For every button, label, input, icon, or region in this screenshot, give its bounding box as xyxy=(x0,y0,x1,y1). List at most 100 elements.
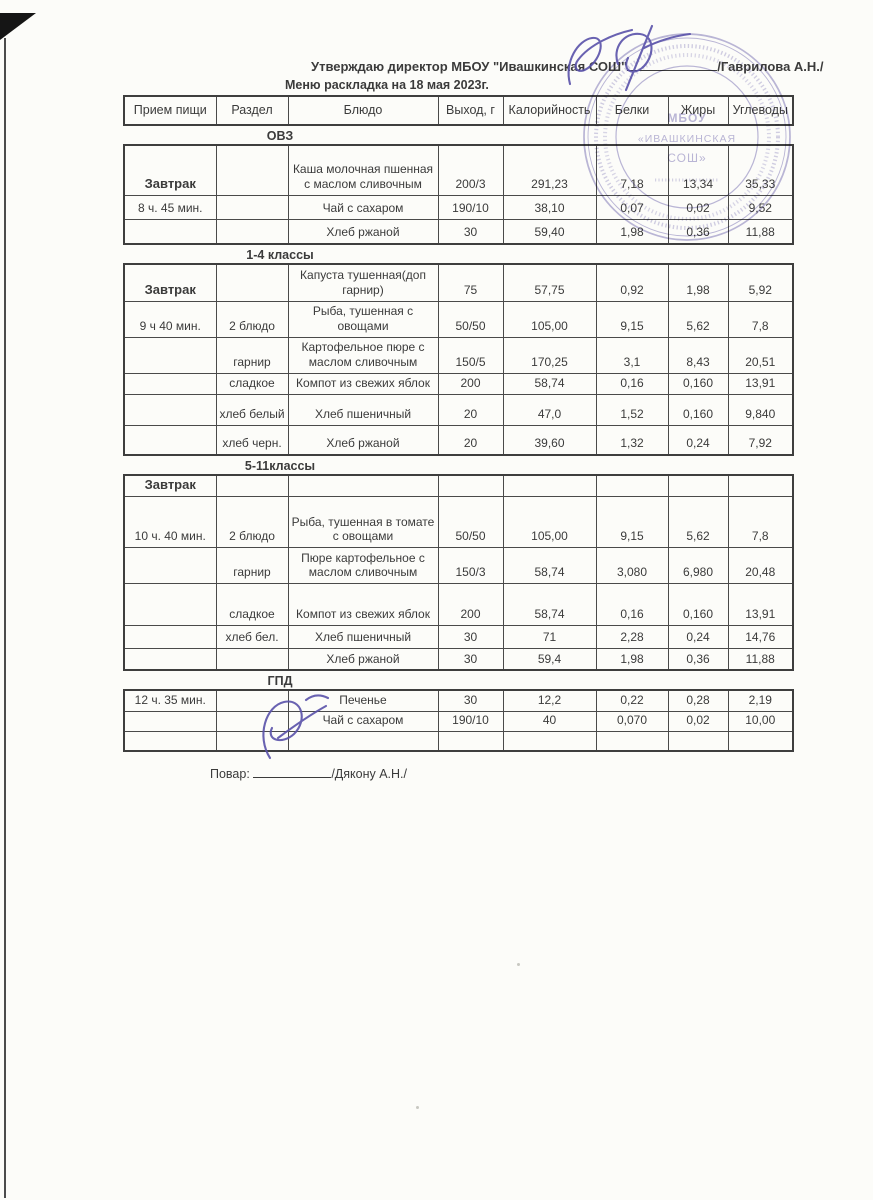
cell-dish: Компот из свежих яблок xyxy=(287,372,439,395)
cell-meal: 9 ч 40 мин. xyxy=(123,300,217,338)
cell-dish: Чай с сахаром xyxy=(287,710,439,732)
cell-meal: Завтрак xyxy=(123,144,217,196)
cell-fat: 0,28 xyxy=(667,689,729,712)
table-row: 8 ч. 45 мин. Чай с сахаром 190/10 38,10 0,07… xyxy=(123,194,794,220)
table-row: сладкое Компот из свежих яблок 200 58,74 0,1… xyxy=(123,582,794,626)
document-title: Меню раскладка на 18 мая 2023г. xyxy=(285,78,489,92)
cell-dish: Каша молочная пшенная с маслом сливочным xyxy=(287,144,439,196)
column-header: Прием пищи xyxy=(123,95,217,126)
cell-out: 50/50 xyxy=(437,300,504,338)
table-row: гарнир Картофельное пюре с маслом сливочн… xyxy=(123,336,794,374)
cell-meal xyxy=(123,582,217,626)
cell-fat: 5,62 xyxy=(667,495,729,548)
cell-fat: 8,43 xyxy=(667,336,729,374)
cell-razdel xyxy=(215,474,289,497)
cell-meal: Завтрак xyxy=(123,474,217,497)
column-header: Выход, г xyxy=(437,95,504,126)
document-content: Утверждаю директор МБОУ "Ивашкинская СОШ… xyxy=(123,0,824,782)
cell-meal xyxy=(123,730,217,752)
cell-carb: 13,91 xyxy=(727,372,794,395)
cell-fat xyxy=(667,730,729,752)
cook-name: /Дякону А.Н./ xyxy=(331,767,407,782)
table-row: Чай с сахаром 190/10 40 0,070 0,02 10,00 xyxy=(123,710,794,732)
cell-meal: 10 ч. 40 мин. xyxy=(123,495,217,548)
cell-carb xyxy=(727,474,794,497)
cell-fat: 0,02 xyxy=(667,710,729,732)
scan-edge-line xyxy=(4,38,6,1198)
cell-kcal: 38,10 xyxy=(502,194,597,220)
cell-dish: Хлеб пшеничный xyxy=(287,624,439,649)
cell-carb: 9,52 xyxy=(727,194,794,220)
cell-fat: 0,36 xyxy=(667,647,729,671)
cell-prot xyxy=(595,474,669,497)
cell-dish: Печенье xyxy=(287,689,439,712)
cell-dish xyxy=(287,474,439,497)
cell-meal xyxy=(123,372,217,395)
approval-line: Утверждаю директор МБОУ "Ивашкинская СОШ… xyxy=(123,58,824,74)
cell-fat: 6,980 xyxy=(667,546,729,584)
cell-carb: 11,88 xyxy=(727,647,794,671)
table-row: 9 ч 40 мин. 2 блюдо Рыба, тушенная с овоща… xyxy=(123,300,794,338)
cell-kcal: 105,00 xyxy=(502,300,597,338)
cell-kcal: 39,60 xyxy=(502,424,597,456)
cell-razdel xyxy=(215,194,289,220)
cell-fat: 0,24 xyxy=(667,624,729,649)
cell-fat: 5,62 xyxy=(667,300,729,338)
cell-razdel: 2 блюдо xyxy=(215,300,289,338)
cell-out: 20 xyxy=(437,393,504,426)
cell-carb xyxy=(727,730,794,752)
cell-meal xyxy=(123,546,217,584)
cell-razdel: гарнир xyxy=(215,336,289,374)
column-header-row: Прием пищи Раздел Блюдо Выход, г Калорийност… xyxy=(123,95,794,126)
cell-out: 200 xyxy=(437,372,504,395)
cell-prot: 0,07 xyxy=(595,194,669,220)
cook-signature-line xyxy=(253,765,332,779)
director-signature-line xyxy=(627,58,718,71)
table-row: сладкое Компот из свежих яблок 200 58,74 0,1… xyxy=(123,372,794,395)
cook-label: Повар: xyxy=(210,767,250,782)
cell-prot: 1,98 xyxy=(595,218,669,245)
menu-section-table: 12 ч. 35 мин. Печенье 30 12,2 0,22 0,28 2,19 Ча… xyxy=(123,689,794,753)
cell-carb: 7,92 xyxy=(727,424,794,456)
cell-prot: 7,18 xyxy=(595,144,669,196)
table-row: Завтрак Каша молочная пшенная с маслом сл… xyxy=(123,144,794,196)
cell-carb: 7,8 xyxy=(727,300,794,338)
cell-out: 20 xyxy=(437,424,504,456)
cell-carb: 5,92 xyxy=(727,263,794,302)
cell-dish: Хлеб ржаной xyxy=(287,424,439,456)
cell-meal xyxy=(123,710,217,732)
column-header: Белки xyxy=(595,95,669,126)
table-row: 10 ч. 40 мин. 2 блюдо Рыба, тушенная в том… xyxy=(123,495,794,548)
cell-out: 190/10 xyxy=(437,194,504,220)
cell-prot: 3,1 xyxy=(595,336,669,374)
cell-dish: Хлеб ржаной xyxy=(287,218,439,245)
cell-kcal: 58,74 xyxy=(502,546,597,584)
cell-kcal: 47,0 xyxy=(502,393,597,426)
cell-fat: 0,160 xyxy=(667,393,729,426)
cell-prot: 0,22 xyxy=(595,689,669,712)
menu-section-table: Завтрак Каша молочная пшенная с маслом сл… xyxy=(123,144,794,245)
cell-razdel xyxy=(215,689,289,712)
cell-carb: 20,48 xyxy=(727,546,794,584)
cell-razdel xyxy=(215,730,289,752)
cell-fat: 0,24 xyxy=(667,424,729,456)
cell-out: 190/10 xyxy=(437,710,504,732)
column-header: Калорийность xyxy=(502,95,597,126)
cell-kcal: 105,00 xyxy=(502,495,597,548)
cell-meal xyxy=(123,336,217,374)
cell-out xyxy=(437,474,504,497)
cell-razdel xyxy=(215,263,289,302)
cell-prot: 9,15 xyxy=(595,300,669,338)
table-row: хлеб белый Хлеб пшеничный 20 47,0 1,52 0,160 9… xyxy=(123,393,794,426)
cell-razdel: хлеб белый xyxy=(215,393,289,426)
cell-out: 150/5 xyxy=(437,336,504,374)
cell-carb: 13,91 xyxy=(727,582,794,626)
cell-out: 30 xyxy=(437,689,504,712)
table-row: хлеб бел. Хлеб пшеничный 30 71 2,28 0,24 14,76 xyxy=(123,624,794,649)
cell-kcal: 170,25 xyxy=(502,336,597,374)
cell-fat: 13,34 xyxy=(667,144,729,196)
cell-out: 50/50 xyxy=(437,495,504,548)
cell-out xyxy=(437,730,504,752)
cell-carb: 9,840 xyxy=(727,393,794,426)
cell-kcal: 59,40 xyxy=(502,218,597,245)
